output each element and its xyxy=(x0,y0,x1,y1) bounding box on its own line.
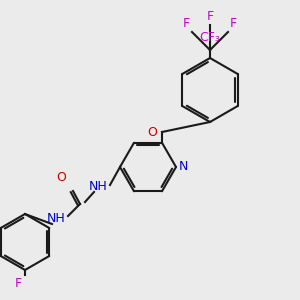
Text: F: F xyxy=(183,17,190,30)
Text: O: O xyxy=(147,125,157,139)
Text: O: O xyxy=(56,171,66,184)
Text: CF₃: CF₃ xyxy=(200,31,220,44)
Text: NH: NH xyxy=(46,212,65,226)
Text: F: F xyxy=(230,17,237,30)
Text: F: F xyxy=(206,10,214,23)
Text: F: F xyxy=(15,277,22,290)
Text: NH: NH xyxy=(88,179,107,193)
Text: N: N xyxy=(179,160,188,173)
